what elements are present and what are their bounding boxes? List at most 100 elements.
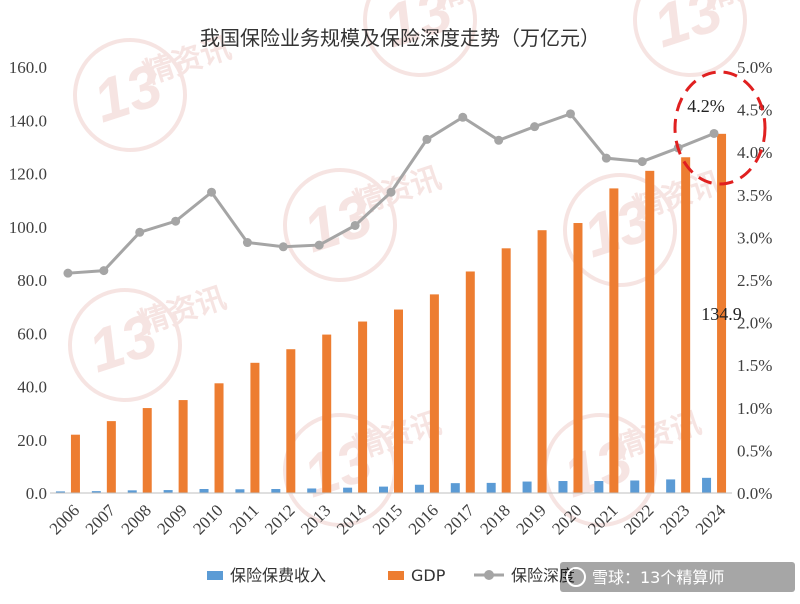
watermark-ring — [633, 0, 747, 77]
x-tick-label: 2022 — [620, 501, 657, 538]
x-tick-label: 2012 — [261, 501, 298, 538]
depth-point — [135, 227, 145, 237]
bar-gdp — [70, 434, 80, 493]
y2-tick-label: 2.0% — [737, 314, 772, 333]
bar-gdp — [429, 294, 439, 493]
depth-point — [530, 122, 540, 132]
bar-gdp — [501, 248, 511, 493]
right-axis: 0.0% 0.5% 1.0% 1.5% 2.0% 2.5% 3.0% 3.5% 4.0% 4.5%… — [737, 58, 772, 503]
y-tick-label: 0.0 — [26, 484, 47, 503]
depth-point — [242, 238, 252, 248]
annotations: 4.2% 134.9 — [673, 70, 767, 324]
bar-premium — [235, 489, 245, 493]
x-tick-label: 2018 — [476, 501, 513, 538]
y2-tick-label: 1.0% — [737, 399, 772, 418]
bar-premium — [486, 482, 496, 493]
bar-gdp — [681, 157, 691, 494]
x-tick-label: 2021 — [584, 501, 621, 538]
depth-point — [637, 157, 647, 167]
y-tick-label: 60.0 — [17, 324, 47, 343]
footer-watermark: 雪球：13个精算师 — [560, 562, 795, 592]
y2-tick-label: 5.0% — [737, 58, 772, 77]
y2-tick-label: 1.5% — [737, 356, 772, 375]
footer-text: 雪球：13个精算师 — [592, 568, 724, 587]
legend-label-premium: 保险保费收入 — [230, 566, 326, 585]
bar-premium — [55, 491, 65, 493]
x-tick-label: 2019 — [512, 501, 549, 538]
legend-swatch-gdp — [388, 571, 404, 580]
watermark-ring — [283, 168, 397, 282]
depth-point — [314, 240, 324, 250]
watermark-ring — [563, 173, 677, 287]
x-axis: 2006200720082009201020112012201320142015… — [46, 492, 732, 538]
bar-gdp — [358, 321, 368, 493]
bar-gdp — [178, 400, 188, 493]
y2-tick-label: 3.0% — [737, 228, 772, 247]
bar-gdp — [465, 271, 475, 493]
watermark-text: 精资讯 — [134, 281, 230, 342]
depth-point — [386, 187, 396, 197]
bar-gdp — [394, 309, 403, 493]
bar-premium — [414, 484, 424, 493]
bar-premium — [594, 481, 604, 493]
y2-tick-label: 2.5% — [737, 271, 772, 290]
depth-point — [494, 135, 504, 145]
x-tick-label: 2017 — [441, 500, 479, 538]
watermark-text: 精资讯 — [699, 0, 795, 17]
chart-title: 我国保险业务规模及保险深度走势（万亿元） — [200, 26, 600, 50]
x-tick-label: 2007 — [82, 500, 120, 538]
depth-point — [350, 220, 360, 230]
legend-label-depth: 保险深度 — [511, 566, 575, 585]
depth-point — [709, 128, 719, 138]
bar-gdp — [106, 421, 116, 493]
y-tick-label: 100.0 — [9, 218, 47, 237]
bar-gdp — [322, 334, 332, 493]
bar-premium — [522, 481, 532, 493]
x-tick-label: 2016 — [405, 501, 442, 538]
x-tick-label: 2014 — [333, 500, 371, 538]
bar-premium — [450, 483, 460, 493]
depth-point — [207, 187, 217, 197]
bar-premium — [271, 489, 281, 493]
bar-gdp — [537, 230, 547, 493]
bar-premium — [630, 480, 640, 493]
watermark-text: 精资讯 — [609, 406, 705, 467]
bar-premium — [127, 490, 137, 493]
watermark-ring — [73, 38, 187, 152]
bar-gdp — [214, 383, 224, 493]
y-tick-label: 80.0 — [17, 271, 47, 290]
bar-gdp — [573, 223, 583, 493]
highlight-ellipse — [673, 70, 767, 186]
bar-premium — [343, 487, 353, 493]
x-tick-label: 2015 — [369, 501, 406, 538]
watermark-ring — [68, 288, 182, 402]
left-axis: 0.0 20.0 40.0 60.0 80.0 100.0 120.0 140.0 160.0 — [9, 58, 47, 503]
bar-premium — [163, 490, 173, 493]
depth-point — [171, 216, 181, 226]
bar-gdp — [286, 349, 296, 493]
bar-gdp — [645, 170, 655, 493]
legend-label-gdp: GDP — [411, 566, 446, 585]
depth-point — [458, 112, 468, 122]
bar-premium — [702, 477, 712, 493]
y-tick-label: 160.0 — [9, 58, 47, 77]
footer-bg — [560, 562, 795, 592]
annotation-depth-2024: 4.2% — [687, 96, 725, 116]
x-tick-label: 2024 — [692, 500, 730, 538]
bar-premium — [199, 489, 209, 493]
watermark-text: 精资讯 — [349, 161, 445, 222]
bar-premium — [379, 486, 388, 493]
watermark-ring — [363, 0, 477, 77]
y2-tick-label: 0.5% — [737, 441, 772, 460]
x-tick-label: 2023 — [656, 501, 693, 538]
x-tick-label: 2010 — [189, 501, 226, 538]
x-tick-label: 2009 — [153, 501, 190, 538]
depth-point — [99, 266, 109, 276]
bar-gdp — [717, 133, 727, 494]
y-tick-label: 40.0 — [17, 378, 47, 397]
bar-premium — [91, 491, 101, 493]
x-tick-label: 2008 — [118, 501, 155, 538]
x-tick-label: 2013 — [297, 501, 334, 538]
